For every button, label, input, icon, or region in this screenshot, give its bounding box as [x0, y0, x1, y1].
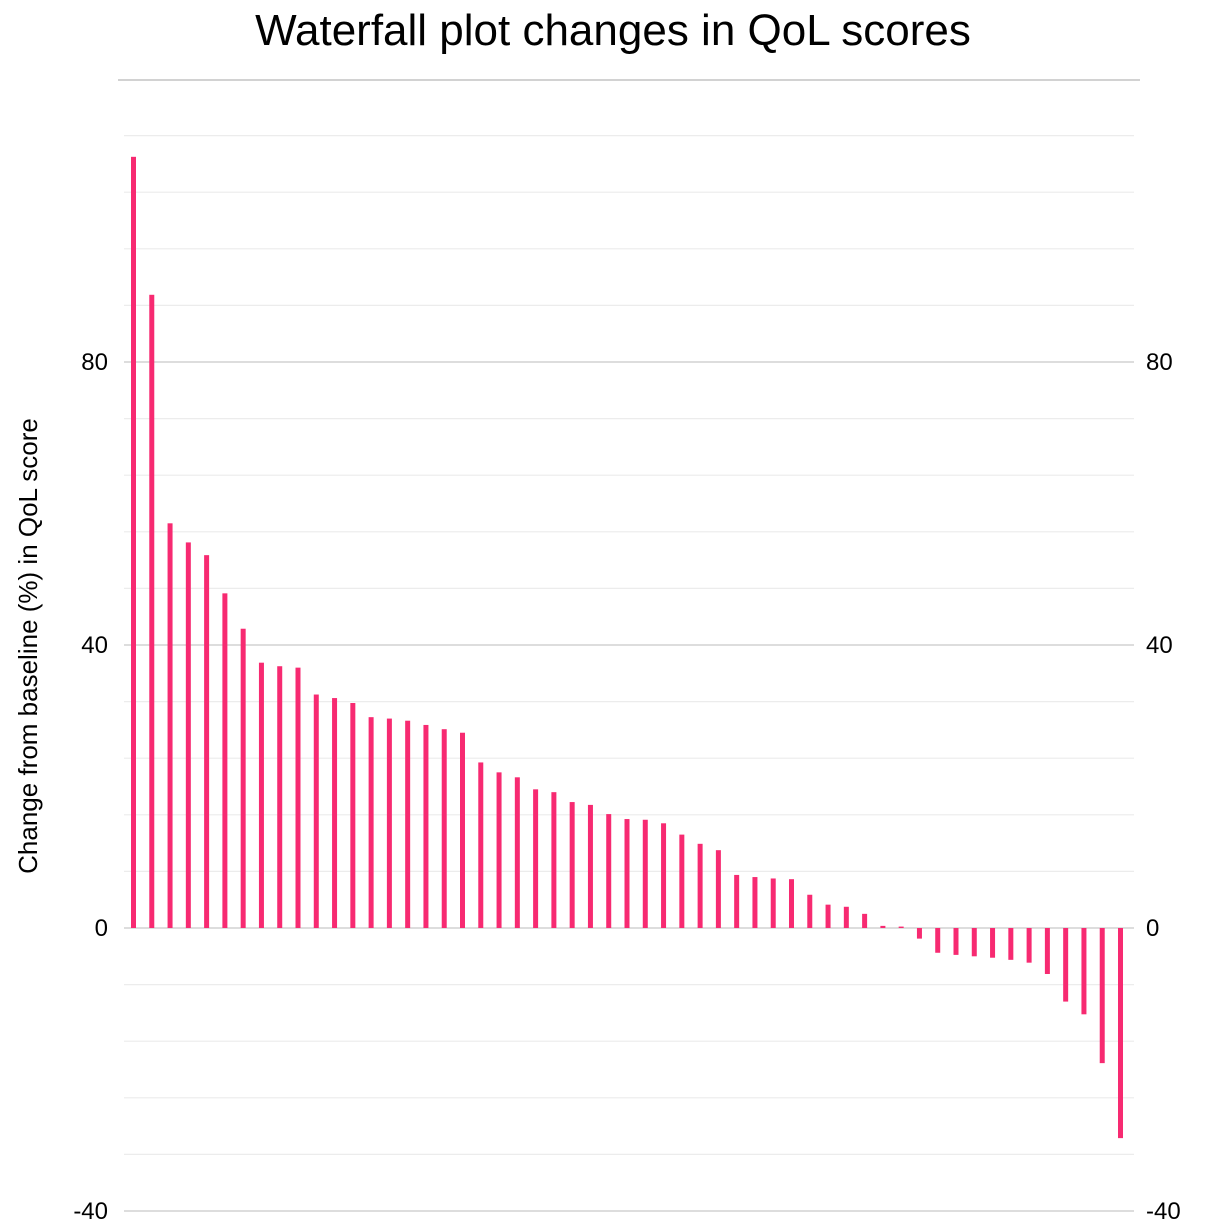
bar	[679, 834, 685, 928]
bar	[898, 926, 904, 928]
bar	[1099, 928, 1105, 1064]
bar	[277, 666, 283, 928]
bar	[478, 762, 484, 928]
y-tick-label-left: 0	[95, 915, 108, 942]
bar	[825, 904, 831, 928]
y-tick-label-right: 80	[1146, 349, 1173, 376]
bar	[204, 555, 210, 928]
bar	[167, 523, 173, 928]
bar	[368, 717, 374, 928]
bar	[441, 729, 447, 928]
bar	[332, 698, 338, 928]
bar	[386, 718, 392, 928]
bar	[258, 662, 264, 928]
bar	[734, 874, 740, 928]
bar	[423, 724, 429, 928]
bar	[533, 789, 539, 928]
bar	[606, 814, 612, 928]
bar	[1026, 928, 1032, 963]
bar	[953, 928, 959, 955]
y-tick-label-left: 40	[81, 632, 108, 659]
bar	[240, 628, 246, 928]
bar	[697, 843, 703, 928]
bar	[131, 156, 136, 928]
bar	[405, 720, 411, 928]
y-tick-label-left: -40	[73, 1198, 108, 1225]
bar	[916, 928, 922, 939]
y-tick-label-right: 40	[1146, 632, 1173, 659]
bar	[807, 894, 813, 928]
bar	[1081, 928, 1087, 1015]
bar	[935, 928, 941, 953]
bar	[789, 879, 794, 928]
y-tick-label-right: -40	[1146, 1198, 1181, 1225]
chart-title: Waterfall plot changes in QoL scores	[255, 6, 971, 55]
bar	[587, 804, 593, 928]
bar	[460, 732, 465, 928]
y-tick-label-right: 0	[1146, 915, 1159, 942]
bar	[1008, 928, 1014, 960]
left-y-axis: -40 0 40 80	[73, 349, 108, 1225]
bar	[185, 542, 191, 928]
bar	[880, 925, 886, 928]
bar	[752, 877, 758, 928]
bar	[295, 667, 301, 928]
bar	[1063, 928, 1069, 1002]
bar	[624, 819, 630, 928]
bar	[514, 777, 520, 928]
bar	[843, 906, 849, 928]
right-y-axis: -40 0 40 80	[1146, 349, 1181, 1225]
bar	[715, 850, 721, 928]
bar	[770, 878, 776, 928]
bar	[661, 823, 667, 928]
bar	[862, 913, 868, 928]
bar	[222, 593, 228, 928]
bar	[569, 802, 575, 928]
bar	[1118, 928, 1123, 1139]
y-tick-label-left: 80	[81, 349, 108, 376]
bar	[496, 772, 502, 928]
y-axis-label: Change from baseline (%) in QoL score	[13, 418, 43, 874]
gridlines	[124, 135, 1134, 1212]
bar	[149, 294, 155, 929]
bar	[1044, 928, 1050, 974]
bar	[313, 694, 319, 928]
bar	[990, 928, 996, 958]
bars	[131, 156, 1123, 1139]
bar	[551, 792, 557, 928]
bar	[642, 819, 648, 928]
bar	[971, 928, 977, 957]
bar	[350, 703, 356, 928]
